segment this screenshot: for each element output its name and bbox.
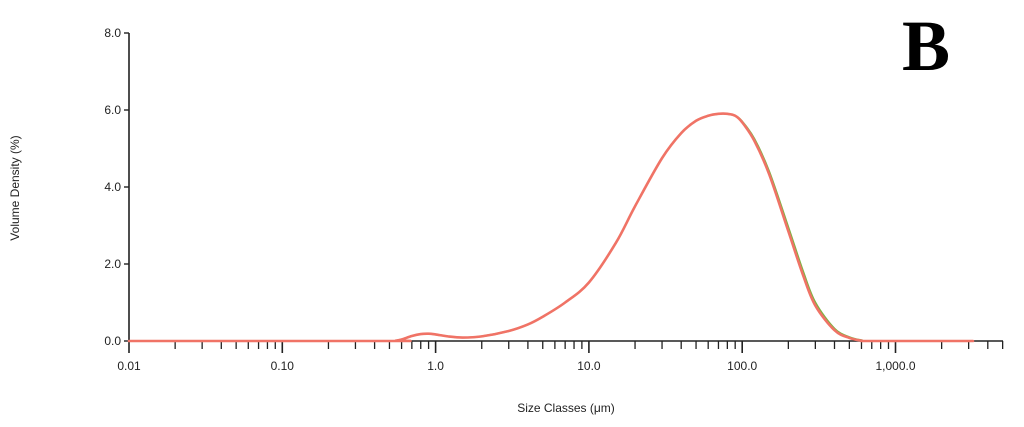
y-tick-label: 0.0 xyxy=(104,334,121,348)
x-tick-label: 10.0 xyxy=(577,359,601,373)
x-tick-label: 1,000.0 xyxy=(875,359,915,373)
x-tick-label: 100.0 xyxy=(727,359,757,373)
y-tick-label: 8.0 xyxy=(104,26,121,40)
x-tick-label: 0.10 xyxy=(271,359,295,373)
panel-label: B xyxy=(902,6,950,86)
y-tick-label: 2.0 xyxy=(104,257,121,271)
x-tick-label: 0.01 xyxy=(117,359,141,373)
y-axis-title: Volume Density (%) xyxy=(8,135,22,240)
series-layer xyxy=(127,112,975,343)
x-axis-title: Size Classes (μm) xyxy=(517,401,615,415)
y-tick-label: 6.0 xyxy=(104,103,121,117)
x-tick-label: 1.0 xyxy=(427,359,444,373)
y-tick-label: 4.0 xyxy=(104,180,121,194)
series-line-1 xyxy=(128,112,974,343)
axes-layer: 0.0 2.0 4.0 6.0 8.0 0.01 0.10 1.0 10.0 100.0 1,000… xyxy=(104,26,1004,373)
series-line-2 xyxy=(127,112,975,343)
